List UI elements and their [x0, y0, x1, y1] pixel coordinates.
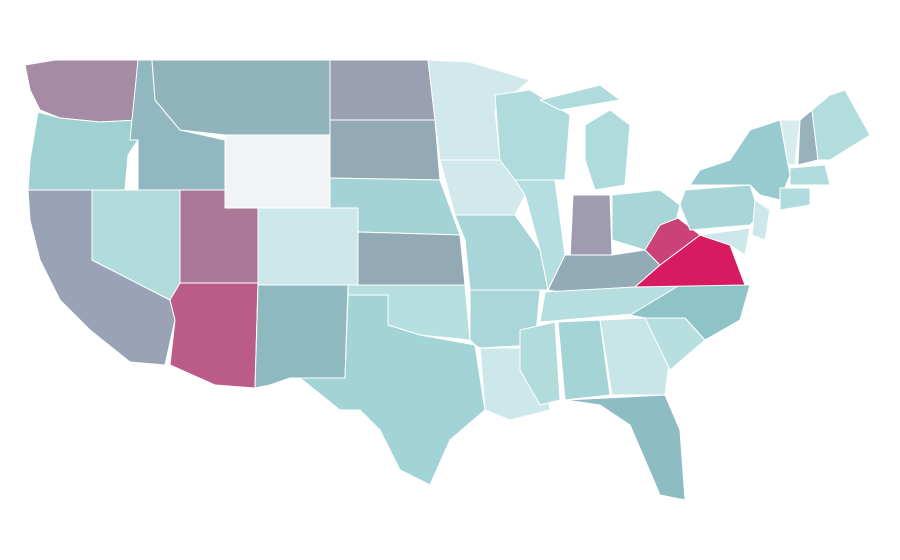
state-region	[557, 319, 611, 401]
state-region	[564, 394, 686, 501]
state-region	[169, 282, 259, 389]
state-region	[357, 231, 466, 286]
state-region	[679, 184, 761, 231]
state-region	[224, 134, 331, 209]
state-region	[151, 59, 331, 136]
state-region	[494, 89, 571, 181]
state-region	[519, 321, 561, 406]
state-region	[569, 194, 613, 261]
state-region	[254, 284, 349, 389]
state-region	[789, 164, 831, 186]
state-region	[699, 227, 751, 256]
state-region	[329, 119, 441, 181]
state-region	[427, 59, 531, 161]
state-region	[599, 317, 671, 396]
state-region	[539, 84, 621, 111]
state-region	[779, 119, 801, 166]
state-region	[299, 294, 486, 486]
state-region	[329, 59, 436, 121]
state-region	[257, 207, 359, 286]
state-region	[779, 187, 811, 211]
state-region	[584, 109, 631, 191]
state-region	[751, 199, 771, 241]
state-region	[27, 111, 139, 191]
state-region	[811, 89, 871, 161]
